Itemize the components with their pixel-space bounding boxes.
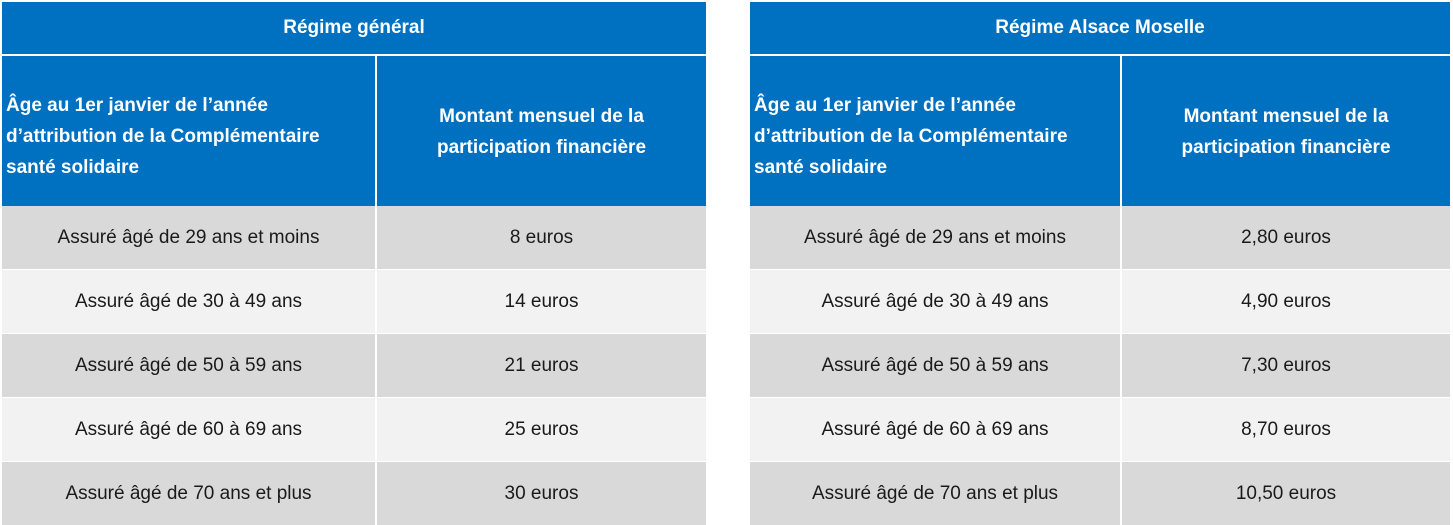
row-age: Assuré âgé de 30 à 49 ans xyxy=(2,270,377,333)
table-row: Assuré âgé de 29 ans et moins 2,80 euros xyxy=(750,206,1450,269)
table-row: Assuré âgé de 60 à 69 ans 8,70 euros xyxy=(750,397,1450,461)
row-age: Assuré âgé de 30 à 49 ans xyxy=(750,270,1122,333)
table-regime-general: Régime général Âge au 1er janvier de l’a… xyxy=(2,2,706,525)
table-title: Régime Alsace Moselle xyxy=(750,2,1450,56)
header-age-line: Âge au 1er janvier de l’année xyxy=(754,95,1016,116)
header-age-line: d’attribution de la Complémentaire xyxy=(6,126,320,147)
row-amount: 30 euros xyxy=(504,482,579,504)
table-regime-alsace-moselle: Régime Alsace Moselle Âge au 1er janvier… xyxy=(750,2,1450,525)
header-age-line: d’attribution de la Complémentaire xyxy=(754,126,1068,147)
header-amount: Montant mensuel de la participation fina… xyxy=(377,56,706,206)
header-age-line: santé solidaire xyxy=(754,157,888,178)
row-amount: 25 euros xyxy=(504,418,579,440)
row-age: Assuré âgé de 70 ans et plus xyxy=(2,462,377,525)
row-age: Assuré âgé de 50 à 59 ans xyxy=(750,334,1122,397)
table-title: Régime général xyxy=(2,2,706,56)
row-amount: 14 euros xyxy=(504,290,579,312)
table-row: Assuré âgé de 30 à 49 ans 14 euros xyxy=(2,269,706,333)
row-age: Assuré âgé de 29 ans et moins xyxy=(750,206,1122,269)
header-amount-line: Montant mensuel de la xyxy=(439,106,644,127)
row-amount: 2,80 euros xyxy=(1241,226,1331,248)
header-amount: Montant mensuel de la participation fina… xyxy=(1122,56,1450,206)
header-age-line: santé solidaire xyxy=(6,157,140,178)
row-age: Assuré âgé de 50 à 59 ans xyxy=(2,334,377,397)
header-amount-line: participation financière xyxy=(436,137,647,158)
row-amount: 10,50 euros xyxy=(1235,482,1337,504)
row-amount: 8,70 euros xyxy=(1241,418,1331,440)
table-row: Assuré âgé de 70 ans et plus 10,50 euros xyxy=(750,461,1450,525)
header-age: Âge au 1er janvier de l’année d’attribut… xyxy=(2,56,377,206)
row-age: Assuré âgé de 60 à 69 ans xyxy=(2,398,377,461)
header-amount-line: participation financière xyxy=(1181,137,1391,158)
row-amount: 21 euros xyxy=(504,354,579,376)
row-age: Assuré âgé de 60 à 69 ans xyxy=(750,398,1122,461)
header-age: Âge au 1er janvier de l’année d’attribut… xyxy=(750,56,1122,206)
table-header: Âge au 1er janvier de l’année d’attribut… xyxy=(2,56,706,206)
row-age: Assuré âgé de 70 ans et plus xyxy=(750,462,1122,525)
table-row: Assuré âgé de 50 à 59 ans 7,30 euros xyxy=(750,333,1450,397)
table-row: Assuré âgé de 29 ans et moins 8 euros xyxy=(2,206,706,269)
header-age-line: Âge au 1er janvier de l’année xyxy=(6,95,268,116)
table-row: Assuré âgé de 60 à 69 ans 25 euros xyxy=(2,397,706,461)
row-amount: 4,90 euros xyxy=(1241,290,1331,312)
table-row: Assuré âgé de 30 à 49 ans 4,90 euros xyxy=(750,269,1450,333)
header-amount-line: Montant mensuel de la xyxy=(1183,106,1389,127)
row-amount: 8 euros xyxy=(509,226,574,248)
row-age: Assuré âgé de 29 ans et moins xyxy=(2,206,377,269)
table-row: Assuré âgé de 70 ans et plus 30 euros xyxy=(2,461,706,525)
row-amount: 7,30 euros xyxy=(1241,354,1331,376)
table-row: Assuré âgé de 50 à 59 ans 21 euros xyxy=(2,333,706,397)
table-header: Âge au 1er janvier de l’année d’attribut… xyxy=(750,56,1450,206)
